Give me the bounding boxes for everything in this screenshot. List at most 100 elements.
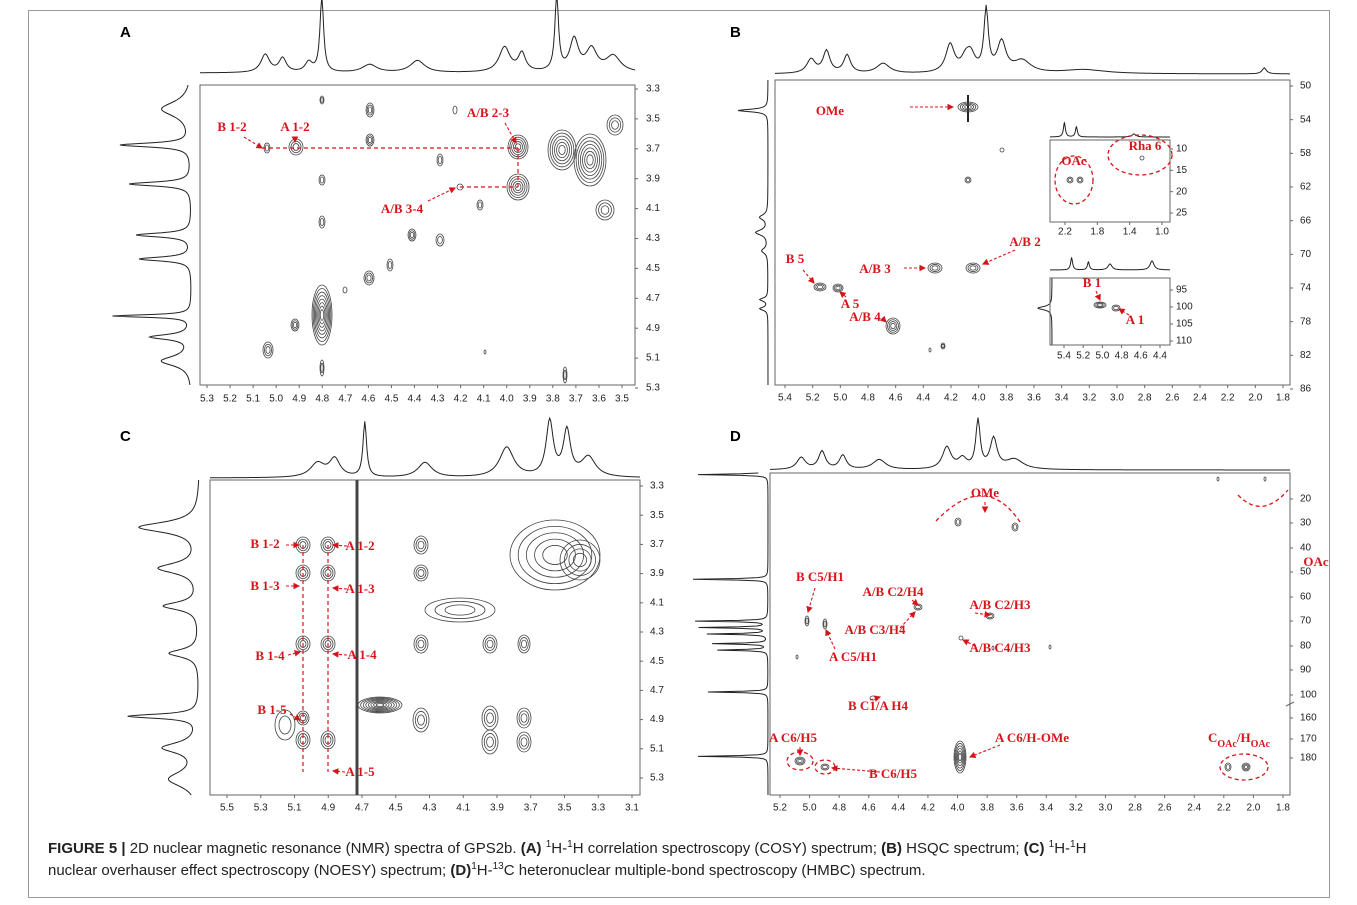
x-tick-label: 5.5 xyxy=(220,803,234,814)
contour xyxy=(962,103,974,111)
contour xyxy=(794,756,806,766)
x-tick-label: 2.2 xyxy=(1058,227,1072,238)
contour xyxy=(291,320,299,330)
annotation: B 1-5 xyxy=(257,702,287,717)
dashed-circle xyxy=(1054,155,1094,205)
spectrum-trace xyxy=(1037,278,1053,345)
x-tick-label: 4.2 xyxy=(454,394,468,405)
contour xyxy=(482,634,498,654)
x-tick-label: 3.6 xyxy=(1010,803,1024,814)
annotation: A/B 2-3 xyxy=(467,105,510,120)
contour xyxy=(611,120,619,130)
x-tick-label: 3.7 xyxy=(569,394,583,405)
annotation: B C6/H5 xyxy=(869,766,918,781)
caption-sup: 1 xyxy=(567,839,573,850)
contour xyxy=(940,342,946,350)
contour xyxy=(516,731,532,753)
x-tick-label: 3.4 xyxy=(1039,803,1053,814)
annotation-arrow xyxy=(911,598,919,606)
contour xyxy=(520,713,528,723)
contour xyxy=(1095,302,1105,308)
contour xyxy=(885,317,901,335)
contour xyxy=(1011,522,1019,532)
contour xyxy=(415,637,427,651)
contour xyxy=(564,544,596,576)
annotation-arrow xyxy=(962,639,976,647)
contour xyxy=(549,132,575,168)
plot-box xyxy=(769,472,1291,796)
annotation: A/B C4/H3 xyxy=(969,640,1031,655)
contour xyxy=(509,519,601,591)
y-tick-label: 4.7 xyxy=(650,685,664,696)
contour xyxy=(796,757,804,765)
contour xyxy=(797,758,803,764)
x-tick-label: 5.0 xyxy=(269,394,283,405)
annotation: A/B 3 xyxy=(859,261,891,276)
annotation: A/B 3-4 xyxy=(381,201,424,216)
contour xyxy=(318,305,326,325)
contour xyxy=(434,601,486,619)
x-tick-label: 3.5 xyxy=(615,394,629,405)
annotation-arrow xyxy=(504,122,517,144)
annotation-arrow xyxy=(802,269,815,284)
x-tick-label: 4.0 xyxy=(951,803,965,814)
contour xyxy=(311,284,333,346)
contour xyxy=(313,291,331,339)
panel-label: C xyxy=(120,428,131,445)
contour xyxy=(367,137,373,143)
contour xyxy=(1097,303,1103,307)
contour xyxy=(417,569,425,577)
plot-box xyxy=(199,84,636,386)
x-tick-label: 3.7 xyxy=(524,803,538,814)
contour xyxy=(959,102,977,112)
y-tick-label: 80 xyxy=(1300,641,1312,652)
y-tick-label: 100 xyxy=(1300,690,1317,701)
contour xyxy=(444,604,476,616)
x-tick-label: 4.9 xyxy=(292,394,306,405)
annotation-arrow xyxy=(331,768,346,775)
y-tick-label: 60 xyxy=(1300,592,1312,603)
contour xyxy=(577,140,603,180)
x-tick-label: 4.7 xyxy=(355,803,369,814)
contour xyxy=(409,232,415,238)
plot-box xyxy=(1049,277,1171,346)
y-tick-label: 74 xyxy=(1300,283,1312,294)
contour xyxy=(366,135,374,145)
contour xyxy=(424,597,496,623)
panel-label: B xyxy=(730,24,741,41)
annotation: B C1/A H4 xyxy=(848,698,908,713)
x-tick-label: 1.8 xyxy=(1276,803,1290,814)
x-tick-label: 4.2 xyxy=(944,393,958,404)
y-tick-label: 3.7 xyxy=(646,143,660,154)
contour xyxy=(573,133,607,187)
x-tick-label: 3.0 xyxy=(1110,393,1124,404)
caption-sup: 1 xyxy=(471,861,477,872)
contour xyxy=(817,284,823,290)
x-tick-label: 2.6 xyxy=(1158,803,1172,814)
y-tick-label: 50 xyxy=(1300,81,1312,92)
contour xyxy=(357,696,403,714)
contour xyxy=(519,637,529,651)
x-tick-label: 4.4 xyxy=(1153,351,1167,362)
spectrum-trace xyxy=(127,479,200,796)
contour xyxy=(516,707,532,729)
x-tick-label: 4.8 xyxy=(832,803,846,814)
annotation-arrow xyxy=(331,585,348,592)
x-tick-label: 1.0 xyxy=(1155,227,1169,238)
x-tick-label: 5.2 xyxy=(1076,351,1090,362)
contour xyxy=(366,104,374,116)
annotation-arrow xyxy=(879,315,887,323)
caption-text: H- xyxy=(476,862,493,879)
x-tick-label: 4.9 xyxy=(321,803,335,814)
x-tick-label: 3.8 xyxy=(980,803,994,814)
x-tick-label: 2.4 xyxy=(1187,803,1201,814)
contour xyxy=(386,258,394,272)
x-tick-label: 4.0 xyxy=(500,394,514,405)
contour xyxy=(317,302,327,328)
dashed-circle xyxy=(1107,134,1173,176)
annotation-arrow xyxy=(331,542,348,549)
caption-sup: 1 xyxy=(1048,839,1055,850)
spectrum-trace xyxy=(692,472,769,796)
dashed-circle xyxy=(1219,753,1269,781)
caption-text: H- xyxy=(551,840,568,857)
